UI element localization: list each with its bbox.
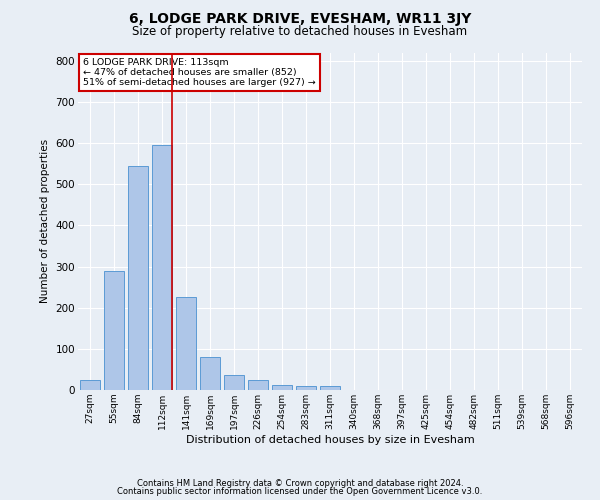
Text: Contains HM Land Registry data © Crown copyright and database right 2024.: Contains HM Land Registry data © Crown c… bbox=[137, 478, 463, 488]
Bar bbox=[176, 298, 196, 390]
Bar bbox=[272, 385, 292, 390]
Bar bbox=[224, 375, 244, 390]
Text: 6, LODGE PARK DRIVE, EVESHAM, WR11 3JY: 6, LODGE PARK DRIVE, EVESHAM, WR11 3JY bbox=[129, 12, 471, 26]
Bar bbox=[152, 145, 172, 390]
Y-axis label: Number of detached properties: Number of detached properties bbox=[40, 139, 50, 304]
Text: 6 LODGE PARK DRIVE: 113sqm
← 47% of detached houses are smaller (852)
51% of sem: 6 LODGE PARK DRIVE: 113sqm ← 47% of deta… bbox=[83, 58, 316, 88]
Bar bbox=[320, 386, 340, 390]
Bar bbox=[200, 357, 220, 390]
Bar bbox=[248, 380, 268, 390]
Bar bbox=[104, 270, 124, 390]
Bar bbox=[80, 380, 100, 390]
X-axis label: Distribution of detached houses by size in Evesham: Distribution of detached houses by size … bbox=[185, 434, 475, 444]
Bar bbox=[296, 386, 316, 390]
Bar bbox=[128, 166, 148, 390]
Text: Contains public sector information licensed under the Open Government Licence v3: Contains public sector information licen… bbox=[118, 487, 482, 496]
Text: Size of property relative to detached houses in Evesham: Size of property relative to detached ho… bbox=[133, 25, 467, 38]
